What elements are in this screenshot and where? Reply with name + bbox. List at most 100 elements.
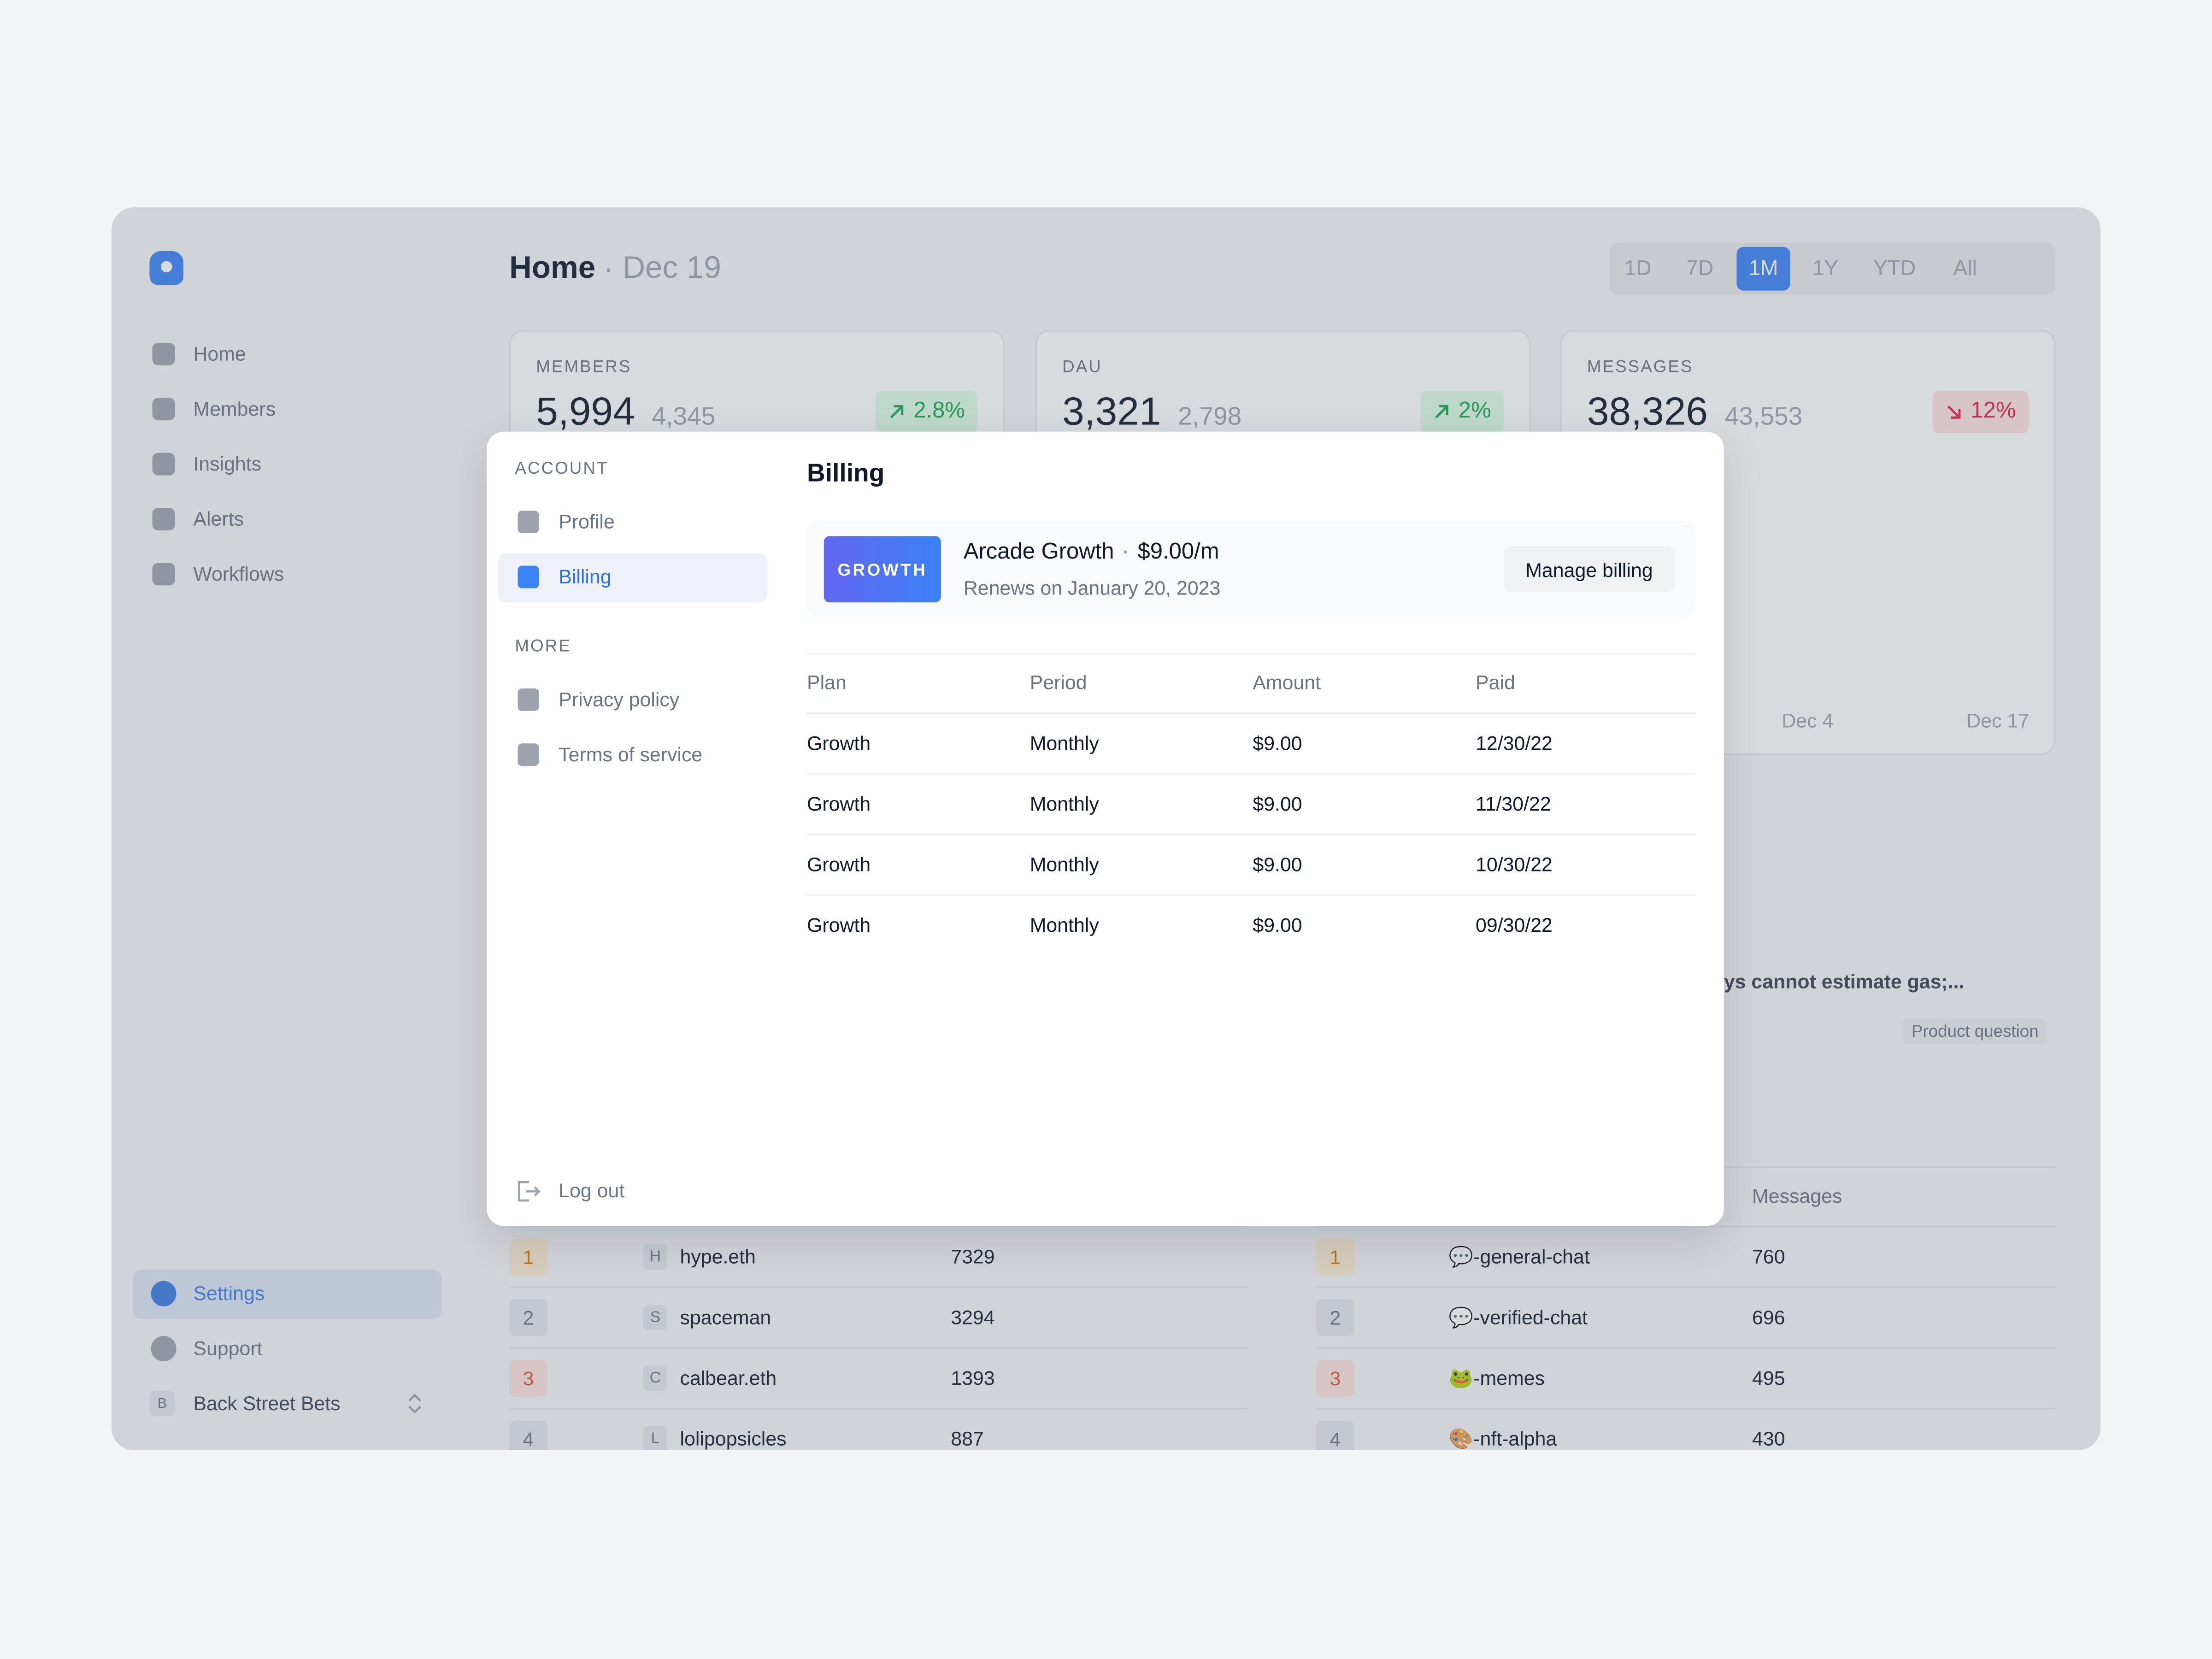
trend-arrow (1435, 405, 1448, 418)
column-header: Paid (1476, 671, 1515, 694)
member-initial: C (643, 1365, 667, 1391)
divider (807, 653, 1696, 655)
chart-x-label: Dec 17 (1966, 709, 2030, 732)
billing-cell: $9.00 (1253, 792, 1302, 815)
nav-item[interactable]: Settings (193, 1282, 265, 1305)
separator: · (1122, 540, 1130, 563)
title: Home (509, 249, 596, 285)
nav-icon (151, 1281, 176, 1306)
feed-tag: Product question (1903, 1018, 2047, 1044)
stat-previous: 2,798 (1178, 402, 1242, 430)
nav-icon (152, 563, 175, 586)
modal-title: Billing (807, 459, 885, 487)
menu-item[interactable]: Profile (559, 510, 615, 533)
column-header: Messages (1752, 1184, 1842, 1207)
page-title: Home · Dec 19 (509, 250, 721, 287)
divider (1316, 1226, 2056, 1228)
billing-cell: Monthly (1030, 913, 1099, 936)
trend-arrow (890, 405, 904, 418)
logo (149, 251, 183, 285)
billing-cell: Monthly (1030, 731, 1099, 754)
divider (1316, 1286, 2056, 1288)
plan-renewal: Renews on January 20, 2023 (963, 576, 1221, 599)
logout-icon (518, 1181, 541, 1202)
workspace-initial: B (149, 1391, 175, 1417)
divider (509, 1286, 1249, 1288)
divider (807, 894, 1696, 896)
menu-item[interactable]: Terms of service (559, 743, 703, 766)
billing-cell: Growth (807, 792, 871, 815)
stat-label: MEMBERS (536, 356, 632, 377)
stat-change: 12% (1932, 390, 2029, 433)
menu-active-bg (498, 553, 768, 603)
stat-label: DAU (1062, 356, 1102, 377)
stat-values: 38,326 43,553 (1587, 389, 1802, 435)
nav-item[interactable]: Home (193, 342, 246, 365)
channel-count: 495 (1752, 1366, 1785, 1389)
divider (509, 1226, 1249, 1228)
rank-badge: 2 (1316, 1299, 1354, 1336)
billing-cell: Monthly (1030, 792, 1099, 815)
range-button[interactable]: 1Y (1812, 257, 1839, 281)
member-name: calbear.eth (680, 1366, 777, 1389)
nav-item[interactable]: Insights (193, 452, 262, 475)
nav-icon (152, 398, 175, 421)
stat-value: 5,994 (536, 389, 635, 433)
logout[interactable]: Log out (559, 1178, 625, 1201)
nav-item[interactable]: Members (193, 397, 276, 420)
divider (1316, 1408, 2056, 1410)
billing-cell: Growth (807, 731, 871, 754)
nav-item[interactable]: Alerts (193, 507, 244, 530)
range-button[interactable]: YTD (1873, 257, 1916, 281)
channel-count: 760 (1752, 1245, 1785, 1268)
member-name: lolipopsicles (680, 1427, 787, 1450)
stat-change-value: 2% (1458, 399, 1491, 424)
nav-item[interactable]: Workflows (193, 562, 284, 585)
billing-cell: 12/30/22 (1476, 731, 1553, 754)
billing-cell: Growth (807, 913, 871, 936)
plan-line: Arcade Growth · $9.00/m (964, 540, 1219, 565)
section-title: MORE (515, 636, 571, 656)
plan-name: Arcade Growth (963, 540, 1114, 565)
logo-dot (160, 261, 172, 272)
rank-badge: 4 (509, 1420, 547, 1450)
column-header: Amount (1253, 671, 1321, 694)
stat-value: 38,326 (1587, 389, 1708, 433)
billing-cell: $9.00 (1253, 853, 1302, 876)
channel-name: 💬-general-chat (1448, 1245, 1590, 1268)
divider (509, 1347, 1249, 1349)
nav-item[interactable]: Support (193, 1336, 263, 1359)
member-count: 887 (951, 1427, 984, 1450)
column-header: Period (1030, 671, 1087, 694)
member-name: hype.eth (680, 1245, 756, 1268)
menu-icon (518, 688, 539, 711)
member-initial: L (643, 1426, 667, 1450)
stat-values: 3,321 2,798 (1062, 389, 1241, 435)
billing-cell: 10/30/22 (1476, 853, 1553, 876)
range-button[interactable]: 1D (1624, 257, 1652, 281)
rank-badge: 2 (509, 1299, 547, 1336)
channel-count: 696 (1752, 1306, 1785, 1329)
trend-arrow (1947, 405, 1961, 419)
menu-icon (518, 565, 539, 588)
plan-price: $9.00/m (1137, 540, 1219, 565)
manage-billing-button[interactable]: Manage billing (1504, 546, 1675, 593)
stat-value: 3,321 (1062, 389, 1161, 433)
billing-cell: 11/30/22 (1476, 792, 1551, 815)
member-initial: H (643, 1244, 667, 1270)
feed-snippet: ys cannot estimate gas;... (1724, 970, 1965, 993)
range-button[interactable]: 1M (1736, 247, 1790, 291)
menu-item[interactable]: Billing (559, 565, 612, 588)
range-button[interactable]: 7D (1686, 257, 1714, 281)
menu-item[interactable]: Privacy policy (559, 688, 680, 711)
stat-change: 2% (1420, 390, 1504, 433)
rank-badge: 3 (509, 1360, 547, 1397)
divider (1316, 1347, 2056, 1349)
nav-icon (152, 508, 175, 531)
menu-icon (518, 511, 539, 534)
channel-name: 🐸-memes (1448, 1366, 1545, 1389)
stat-change-value: 12% (1971, 399, 2016, 424)
range-button[interactable]: All (1953, 257, 1977, 281)
divider (509, 1408, 1249, 1410)
stat-change-value: 2.8% (913, 399, 965, 424)
